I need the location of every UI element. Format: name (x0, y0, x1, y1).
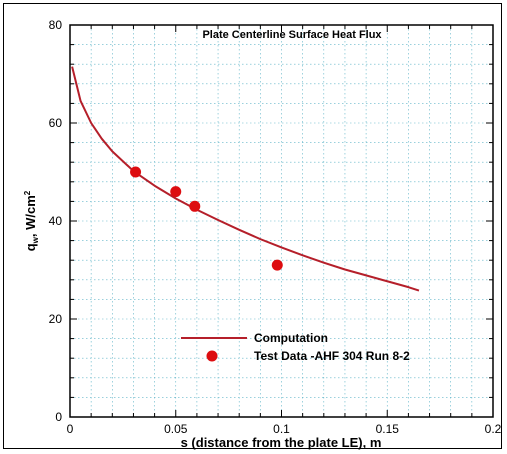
test-data-point (130, 166, 142, 178)
test-data-point (189, 200, 201, 212)
y-axis-title-superscript: 2 (23, 190, 32, 195)
x-tick-label: 0 (67, 422, 74, 436)
y-axis-title: qw, W/cm2 (23, 190, 40, 251)
legend: Computation Test Data -AHF 304 Run 8-2 (181, 331, 410, 363)
grid (70, 25, 493, 417)
test-data-point (170, 186, 182, 198)
x-tick-label: 0.15 (376, 422, 400, 436)
y-tick-label: 0 (55, 410, 62, 424)
test-data-point (271, 259, 283, 271)
legend-label-computation: Computation (254, 331, 328, 345)
y-axis-title-subscript: w (31, 236, 40, 244)
x-tick-label: 0.1 (273, 422, 290, 436)
chart-frame: 0 0.05 0.1 0.15 0.2 0 20 40 60 80 Plate Centerlin… (3, 3, 502, 450)
y-tick-label: 20 (49, 312, 63, 326)
legend-marker-swatch (206, 350, 218, 362)
y-tick-label: 60 (49, 116, 63, 130)
axis-ticks: 0 0.05 0.1 0.15 0.2 0 20 40 60 80 (49, 18, 502, 436)
x-axis-title: s (distance from the plate LE), m (181, 435, 382, 450)
y-axis-title-rest: , W/cm (23, 195, 38, 237)
heat-flux-chart: 0 0.05 0.1 0.15 0.2 0 20 40 60 80 Plate Centerlin… (23, 18, 502, 450)
series-layer (71, 66, 420, 292)
chart-title: Plate Centerline Surface Heat Flux (202, 29, 382, 41)
y-tick-label: 40 (49, 214, 63, 228)
y-tick-label: 80 (49, 18, 63, 32)
computation-line (71, 66, 420, 292)
legend-label-test-data: Test Data -AHF 304 Run 8-2 (254, 349, 410, 363)
x-tick-label: 0.2 (485, 422, 502, 436)
x-tick-label: 0.05 (164, 422, 188, 436)
y-axis-title-main: q (23, 243, 38, 251)
